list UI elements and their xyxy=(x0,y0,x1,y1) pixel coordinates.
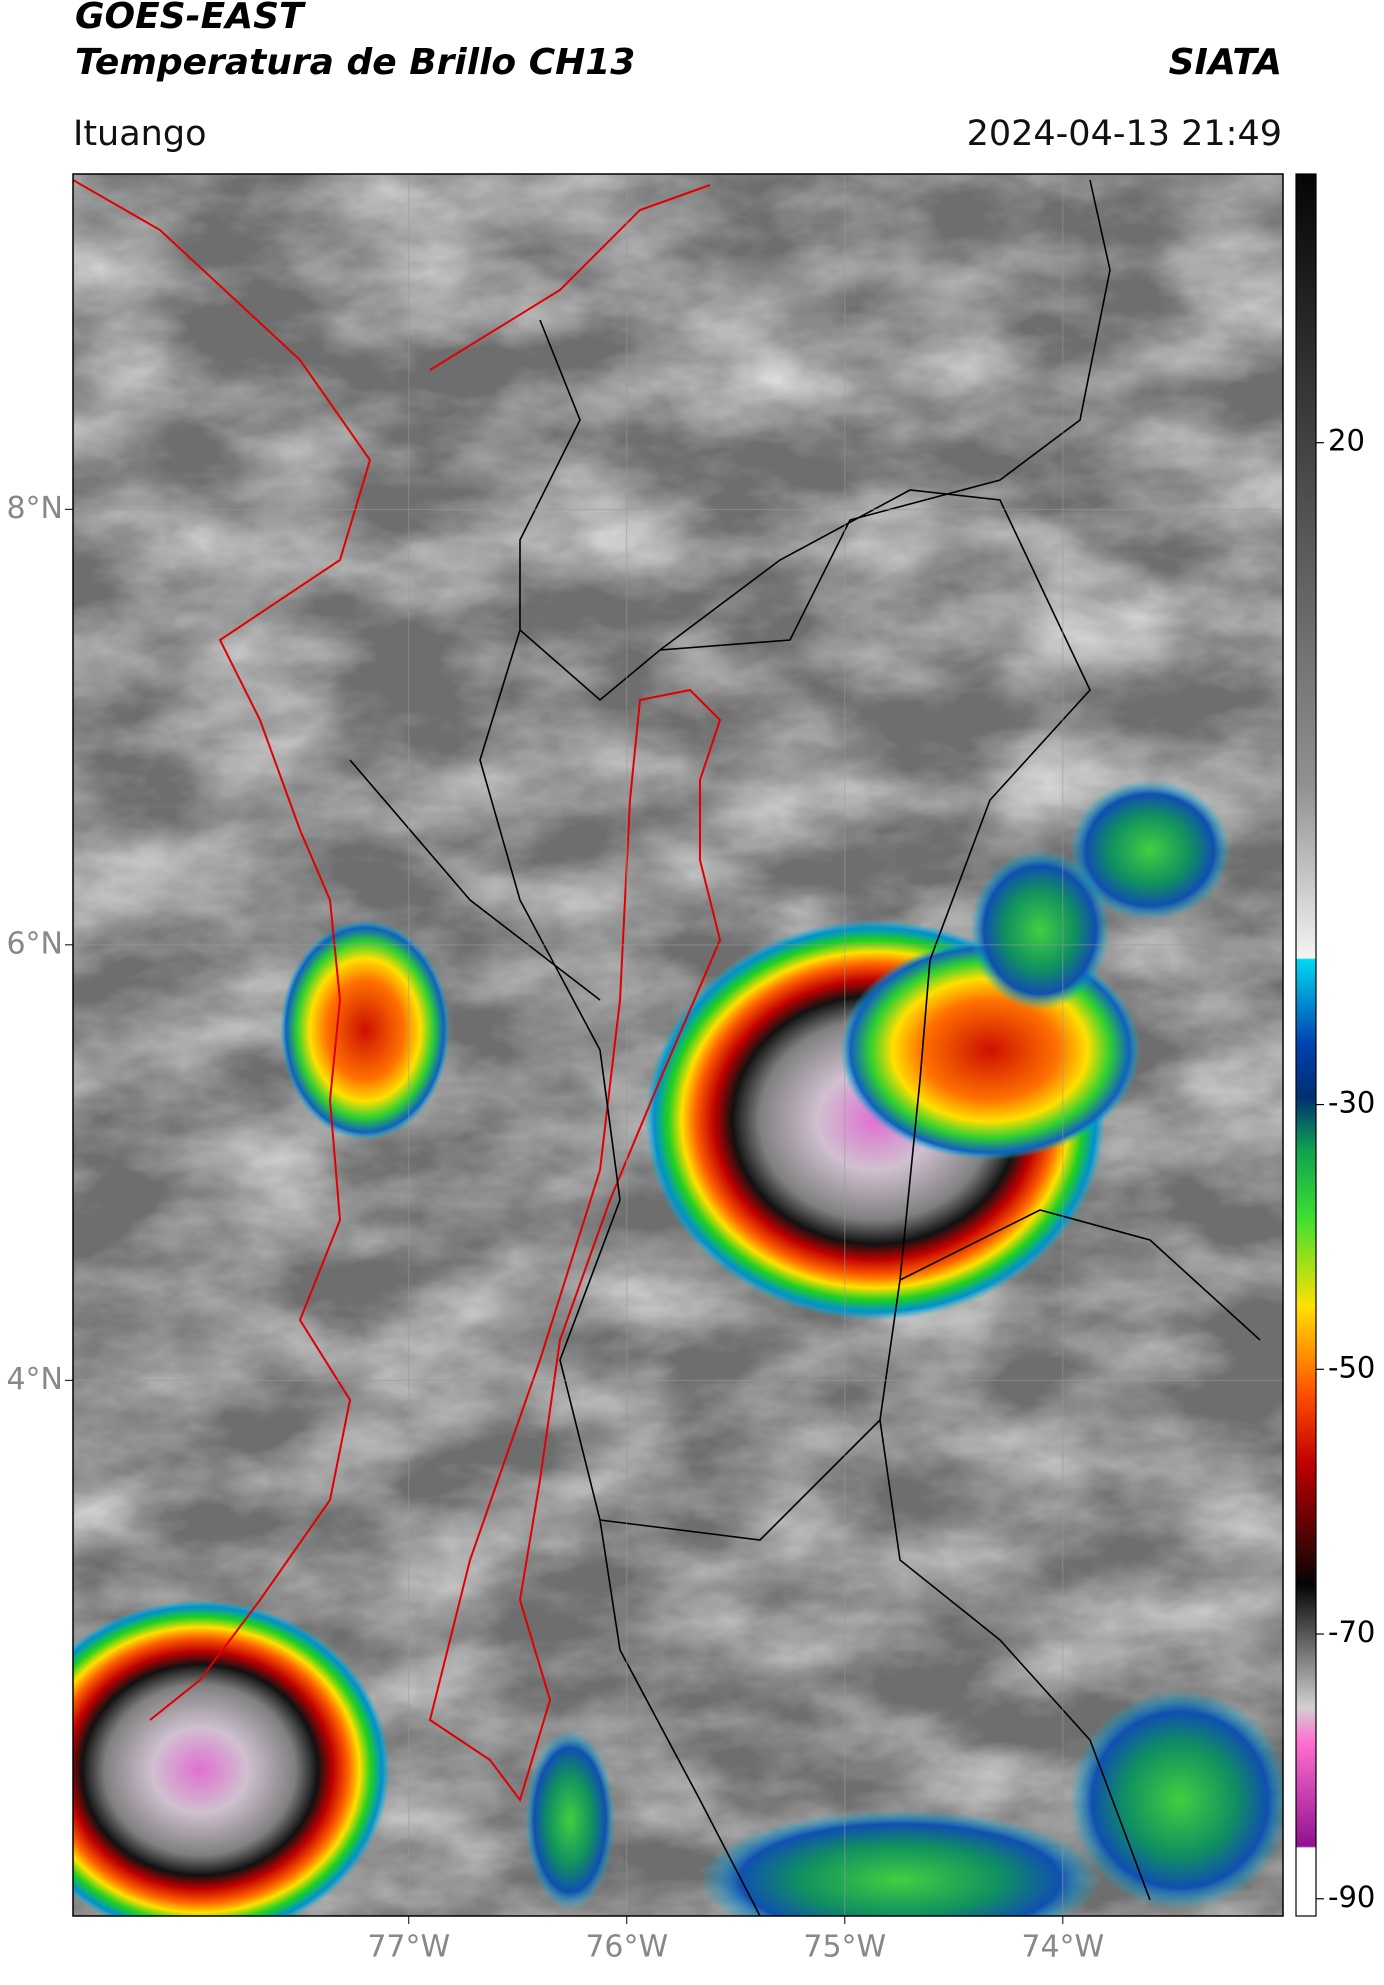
storm-cell xyxy=(280,920,450,1140)
storm-cell xyxy=(73,1600,390,1916)
y-tick-label: 6°N xyxy=(6,926,63,961)
x-tick-label: 75°W xyxy=(803,1930,886,1965)
colorbar-tick-label: -30 xyxy=(1328,1086,1375,1120)
region: Ituango xyxy=(73,114,207,154)
admin-boundary xyxy=(349,179,1261,1916)
map-frame xyxy=(72,173,1284,1917)
cloud-cell xyxy=(970,850,1110,1010)
timestamp: 2024-04-13 21:49 xyxy=(967,114,1282,154)
colorbar-tick-label: -70 xyxy=(1328,1615,1375,1649)
y-tick-label: 8°N xyxy=(6,491,63,526)
cloud-cell xyxy=(525,1730,615,1910)
colorbar-tick-label: -50 xyxy=(1328,1350,1375,1384)
colorbar-tick-label: -90 xyxy=(1328,1880,1375,1914)
x-tick-label: 74°W xyxy=(1021,1930,1104,1965)
coastline xyxy=(73,179,372,1721)
title: GOES-EAST xyxy=(75,0,306,37)
cloud-cell xyxy=(700,1810,1100,1916)
map xyxy=(73,174,1283,1916)
subtitle: Temperatura de Brillo CH13 xyxy=(75,42,635,83)
coastline xyxy=(429,184,711,371)
colorbar-tick-label: 20 xyxy=(1328,424,1365,458)
colorbar xyxy=(1295,173,1317,1917)
y-tick-label: 4°N xyxy=(6,1362,63,1397)
x-tick-label: 76°W xyxy=(585,1930,668,1965)
cloud-cell xyxy=(1070,1690,1283,1910)
source: SIATA xyxy=(1169,42,1282,83)
cloud-cell xyxy=(1070,780,1230,920)
department-boundary xyxy=(428,688,722,1803)
x-tick-label: 77°W xyxy=(367,1930,450,1965)
